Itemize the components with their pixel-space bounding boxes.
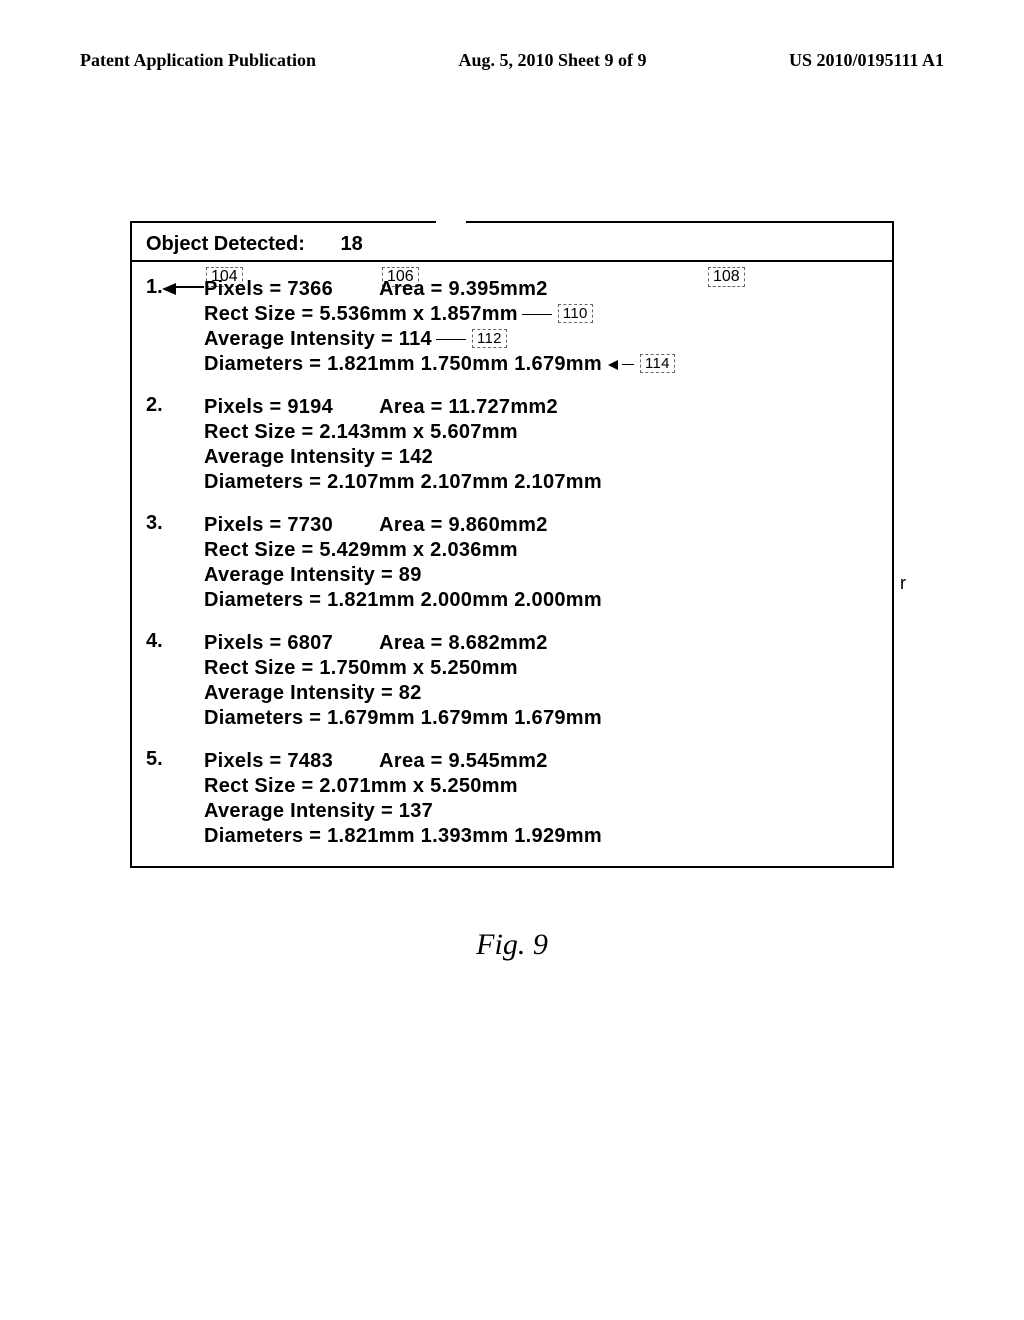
- result-box: Object Detected: 18 104 106 108 1.Pixels…: [130, 221, 894, 868]
- row-avg: Average Intensity = 89: [204, 564, 878, 587]
- ref-114: 114: [640, 354, 675, 373]
- arrow-left-icon: [608, 360, 618, 370]
- ref-line-icon: [622, 364, 634, 365]
- figure-caption: Fig. 9: [100, 928, 924, 962]
- page: Patent Application Publication Aug. 5, 2…: [0, 0, 1024, 1320]
- row-rect: Rect Size = 5.429mm x 2.036mm: [204, 539, 878, 562]
- row-pixels-area: Pixels = 6807 Area = 8.682mm2: [204, 632, 878, 655]
- row-number: 4.: [146, 630, 204, 732]
- detected-header: Object Detected: 18 104 106 108: [132, 223, 892, 262]
- ref-110: 110: [558, 304, 593, 323]
- row-number: 3.: [146, 512, 204, 614]
- detected-label: Object Detected:: [146, 233, 305, 255]
- row-rect: Rect Size = 2.071mm x 5.250mm: [204, 775, 878, 798]
- header-right: US 2010/0195111 A1: [789, 50, 944, 71]
- row-pixels-area: Pixels = 7483 Area = 9.545mm2: [204, 750, 878, 773]
- table-row: 3.Pixels = 7730 Area = 9.860mm2Rect Size…: [146, 502, 878, 620]
- ref-line-icon: [522, 314, 552, 315]
- row-dia: Diameters = 1.679mm 1.679mm 1.679mm: [204, 707, 878, 730]
- tick-mark: r: [900, 573, 906, 594]
- row-number: 1.: [146, 276, 204, 378]
- ref-line-icon: [436, 339, 466, 340]
- ref-112: 112: [472, 329, 507, 348]
- row-pixels-area: Pixels = 7730 Area = 9.860mm2: [204, 514, 878, 537]
- detected-count: 18: [341, 233, 363, 256]
- header-center: Aug. 5, 2010 Sheet 9 of 9: [459, 50, 647, 71]
- row-rect: Rect Size = 2.143mm x 5.607mm: [204, 421, 878, 444]
- row-number: 2.: [146, 394, 204, 496]
- row-body: Pixels = 7730 Area = 9.860mm2Rect Size =…: [204, 512, 878, 614]
- row-avg: Average Intensity = 114112: [204, 328, 878, 351]
- row-pixels-area: Pixels = 9194 Area = 11.727mm2: [204, 396, 878, 419]
- table-row: 4.Pixels = 6807 Area = 8.682mm2Rect Size…: [146, 620, 878, 738]
- row-body: Pixels = 6807 Area = 8.682mm2Rect Size =…: [204, 630, 878, 732]
- table-row: 1.Pixels = 7366 Area = 9.395mm2Rect Size…: [146, 266, 878, 384]
- table-row: 2.Pixels = 9194 Area = 11.727mm2Rect Siz…: [146, 384, 878, 502]
- row-rect: Rect Size = 1.750mm x 5.250mm: [204, 657, 878, 680]
- row-dia: Diameters = 1.821mm 2.000mm 2.000mm: [204, 589, 878, 612]
- row-avg: Average Intensity = 137: [204, 800, 878, 823]
- row-dia: Diameters = 1.821mm 1.750mm 1.679mm114: [204, 353, 878, 376]
- row-body: Pixels = 7366 Area = 9.395mm2Rect Size =…: [204, 276, 878, 378]
- header-left: Patent Application Publication: [80, 50, 316, 71]
- row-dia: Diameters = 2.107mm 2.107mm 2.107mm: [204, 471, 878, 494]
- row-dia: Diameters = 1.821mm 1.393mm 1.929mm: [204, 825, 878, 848]
- page-header: Patent Application Publication Aug. 5, 2…: [80, 50, 944, 71]
- table-row: 5.Pixels = 7483 Area = 9.545mm2Rect Size…: [146, 738, 878, 856]
- row-body: Pixels = 9194 Area = 11.727mm2Rect Size …: [204, 394, 878, 496]
- row-avg: Average Intensity = 142: [204, 446, 878, 469]
- row-number: 5.: [146, 748, 204, 850]
- result-list: 1.Pixels = 7366 Area = 9.395mm2Rect Size…: [132, 262, 892, 866]
- figure-wrap: Object Detected: 18 104 106 108 1.Pixels…: [100, 221, 924, 962]
- row-avg: Average Intensity = 82: [204, 682, 878, 705]
- row-body: Pixels = 7483 Area = 9.545mm2Rect Size =…: [204, 748, 878, 850]
- row-rect: Rect Size = 5.536mm x 1.857mm110: [204, 303, 878, 326]
- row-pixels-area: Pixels = 7366 Area = 9.395mm2: [204, 278, 878, 301]
